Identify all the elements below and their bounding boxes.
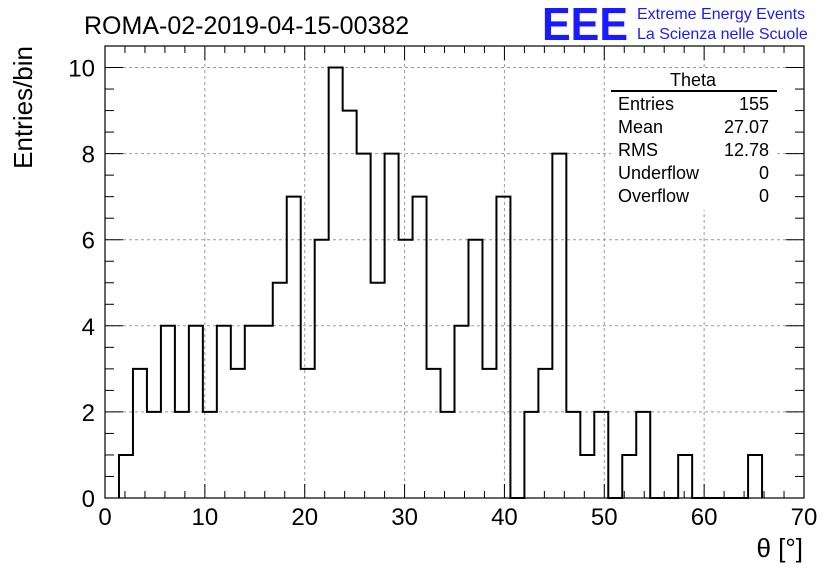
stats-entries-value: 155: [739, 94, 769, 114]
stats-underflow-label: Underflow: [618, 163, 700, 183]
x-tick-label: 20: [291, 504, 318, 531]
y-axis-label: Entries/bin: [8, 46, 38, 169]
x-tick-label: 10: [192, 504, 219, 531]
stats-mean-label: Mean: [618, 117, 663, 137]
stats-box-background: [611, 70, 777, 210]
y-tick-label: 8: [82, 142, 95, 169]
y-tick-label: 10: [68, 56, 95, 83]
y-tick-label: 2: [82, 400, 95, 427]
logo-line-2: La Scienza nelle Scuole: [637, 26, 808, 43]
eee-logo-mark: EEE: [542, 0, 628, 50]
x-tick-label: 50: [591, 504, 618, 531]
x-tick-label: 40: [491, 504, 518, 531]
y-tick-label: 0: [82, 486, 95, 513]
x-tick-label: 30: [391, 504, 418, 531]
stats-overflow-value: 0: [759, 186, 769, 206]
stats-underflow-value: 0: [759, 163, 769, 183]
x-axis-label: θ [°]: [756, 533, 803, 563]
plot-frame: [104, 45, 805, 499]
stats-box: Theta Entries 155 Mean 27.07 RMS 12.78 U…: [611, 70, 777, 210]
chart-title: ROMA-02-2019-04-15-00382: [84, 12, 409, 40]
stats-rms-value: 12.78: [724, 140, 769, 160]
y-tick-label: 4: [82, 314, 95, 341]
stats-title: Theta: [670, 70, 717, 90]
tick-labels: 0 10 20 30 40 50 60 70 0 2 4 6 8 10: [68, 56, 817, 531]
stats-mean-value: 27.07: [724, 117, 769, 137]
y-tick-label: 6: [82, 228, 95, 255]
stats-overflow-label: Overflow: [618, 186, 690, 206]
x-tick-label: 60: [691, 504, 718, 531]
logo-line-1: Extreme Energy Events: [637, 6, 805, 23]
stats-entries-label: Entries: [618, 94, 674, 114]
histogram-outline: [117, 66, 764, 499]
axis-ticks: [104, 45, 805, 499]
x-tick-label: 0: [98, 504, 111, 531]
x-tick-label: 70: [791, 504, 818, 531]
stats-rms-label: RMS: [618, 140, 658, 160]
